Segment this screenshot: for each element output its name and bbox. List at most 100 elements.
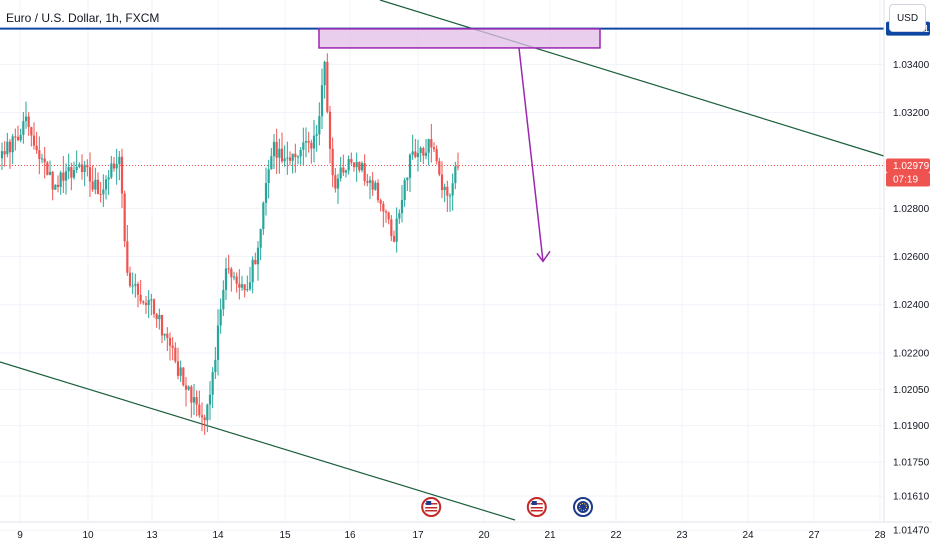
- candle-body: [424, 152, 428, 156]
- candle-body: [240, 284, 244, 288]
- candle-body: [419, 147, 422, 154]
- time-tick-label: 17: [412, 530, 424, 541]
- price-tick-label: 1.01750: [893, 458, 930, 469]
- time-axis: 9 10 13 14 15 16 17 20 21 22 23 24 27 28: [0, 521, 932, 541]
- candle-body: [147, 299, 150, 306]
- candle-body: [355, 161, 358, 168]
- candle-body: [46, 162, 49, 175]
- candle-body: [302, 142, 305, 150]
- candle-body: [440, 174, 444, 190]
- candle-body: [51, 171, 54, 190]
- eu-flag-icon[interactable]: [573, 497, 593, 517]
- candle-body: [211, 372, 214, 395]
- candle-body: [294, 153, 297, 158]
- candle-body: [363, 163, 366, 182]
- projection-arrow: [518, 47, 544, 262]
- candle-body: [112, 163, 116, 169]
- candle-body: [342, 167, 345, 173]
- candle-body: [70, 167, 73, 178]
- candle-body: [219, 309, 222, 326]
- candle-body: [376, 182, 380, 201]
- candle-body: [75, 166, 78, 170]
- candle-body: [0, 151, 4, 159]
- us-flag-stripe: [425, 510, 438, 512]
- candle-body: [232, 276, 236, 278]
- candle-body: [406, 177, 409, 181]
- symbol-title[interactable]: Euro / U.S. Dollar, 1h, FXCM: [6, 11, 159, 25]
- price-tick-label: 1.02200: [893, 349, 930, 360]
- us-flag-icon[interactable]: [421, 497, 442, 517]
- candle-body: [443, 186, 446, 190]
- candle-body: [379, 200, 382, 204]
- time-tick-label: 10: [82, 530, 94, 541]
- current-price-tag: [886, 158, 930, 173]
- candle-body: [264, 183, 268, 203]
- candle-body: [118, 156, 121, 165]
- time-tick-label: 20: [478, 530, 490, 541]
- candle-body: [291, 153, 294, 161]
- candle-body: [11, 136, 14, 153]
- candle-body: [358, 161, 361, 171]
- candle-body: [56, 184, 60, 187]
- currency-selector-button[interactable]: USD: [889, 4, 926, 32]
- candle-body: [59, 172, 62, 187]
- candle-body: [374, 182, 377, 190]
- us-flag-icon[interactable]: [526, 497, 547, 517]
- candle-body: [160, 314, 164, 336]
- candle-body: [43, 158, 46, 163]
- candle-body: [115, 164, 118, 169]
- price-tick-label: 1.01900: [893, 421, 930, 432]
- candle-body: [310, 142, 313, 149]
- price-tick-label: 1.02400: [893, 300, 930, 311]
- candle-body: [427, 139, 430, 153]
- candle-body: [403, 180, 406, 200]
- candle-body: [254, 259, 257, 265]
- candle-body: [190, 386, 193, 403]
- candle-body: [360, 163, 364, 171]
- candle-body: [259, 229, 262, 248]
- candle-body: [64, 171, 68, 181]
- candle-body: [54, 184, 57, 190]
- candle-body: [422, 147, 425, 156]
- candle-body: [131, 285, 134, 287]
- candle-body: [104, 179, 108, 190]
- price-tick-label: 1.01470: [893, 526, 930, 537]
- price-tick-label: 1.02600: [893, 252, 930, 263]
- candle-body: [166, 333, 169, 338]
- candle-body: [80, 164, 84, 173]
- candle-body: [323, 61, 326, 86]
- candle-body: [339, 167, 342, 179]
- candle-body: [222, 289, 225, 310]
- candle-body: [243, 284, 246, 291]
- candle-body: [227, 268, 230, 270]
- candle-body: [24, 116, 28, 122]
- candle-body: [171, 345, 174, 348]
- candle-body: [328, 111, 332, 149]
- candle-body: [206, 404, 209, 421]
- candle-body: [128, 272, 132, 286]
- candle-body: [331, 148, 334, 176]
- candle-body: [200, 415, 204, 418]
- candle-body: [280, 148, 284, 162]
- candle-body: [19, 134, 22, 141]
- supply-zone: [318, 28, 601, 49]
- candle-body: [382, 203, 385, 212]
- candle-body: [142, 301, 145, 303]
- candle-body: [371, 180, 374, 190]
- candle-body: [35, 145, 38, 151]
- candle-body: [27, 116, 30, 128]
- time-tick-label: 24: [742, 530, 754, 541]
- candle-body: [216, 325, 220, 360]
- candle-body: [203, 417, 206, 421]
- candle-body: [435, 149, 438, 162]
- candle-body: [72, 169, 76, 178]
- candle-body: [16, 136, 20, 141]
- candle-body: [8, 141, 12, 153]
- candle-body: [416, 153, 420, 158]
- us-flag-canton: [426, 501, 432, 505]
- candle-body: [235, 276, 238, 284]
- candle-body: [123, 193, 126, 242]
- candle-body: [134, 283, 137, 286]
- candle-body: [312, 135, 316, 149]
